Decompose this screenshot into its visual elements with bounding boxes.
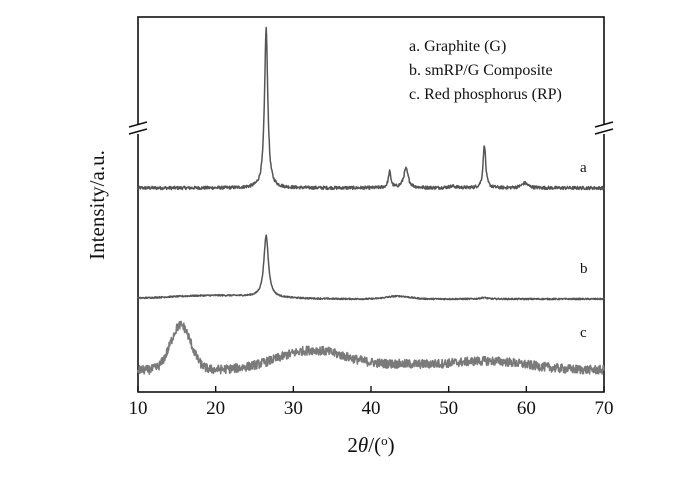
x-tick-label: 40 [362, 398, 381, 419]
y-axis-title: Intensity/a.u. [85, 150, 109, 260]
x-tick-label: 20 [206, 398, 225, 419]
legend-entry-a: a. Graphite (G) [409, 38, 506, 55]
series-tag-b: b [580, 261, 588, 277]
axis-break-right [594, 121, 614, 135]
x-tick-label: 60 [517, 398, 536, 419]
x-tick-label: 70 [595, 398, 614, 419]
legend: a. Graphite (G) b. smRP/G Composite c. R… [409, 38, 562, 103]
series-line-a [137, 26, 605, 191]
legend-entry-b: b. smRP/G Composite [409, 62, 553, 79]
x-tick-label: 30 [284, 398, 303, 419]
axis-break-left [128, 121, 148, 135]
x-tick-label: 50 [439, 398, 458, 419]
series-line-b [137, 234, 605, 301]
x-axis-ticks: 10 20 30 40 50 60 70 [129, 386, 614, 419]
series-tag-c: c [580, 325, 587, 341]
legend-entry-c: c. Red phosphorus (RP) [409, 86, 562, 103]
x-tick-label: 10 [129, 398, 148, 419]
x-axis-title: 2θ/(o) [347, 433, 394, 458]
series-tag-a: a [580, 160, 587, 176]
series-line-c [137, 320, 605, 375]
